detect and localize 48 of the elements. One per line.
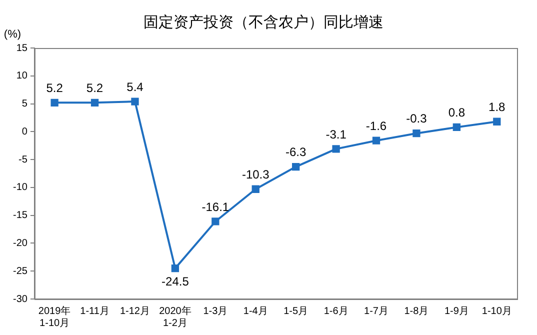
point <box>212 218 220 226</box>
point <box>332 145 340 153</box>
data-label: -3.1 <box>326 127 347 142</box>
x-tick-label: 1-10月 <box>482 306 512 317</box>
y-tick-label: -30 <box>13 294 28 305</box>
point <box>171 264 180 272</box>
data-label: -24.5 <box>162 274 190 289</box>
data-label: 0.8 <box>448 106 466 120</box>
data-label: 5.2 <box>86 80 104 95</box>
x-tick-label: 1-3月 <box>203 306 228 317</box>
data-label: 5.2 <box>46 80 64 95</box>
data-label: 1.8 <box>488 100 506 114</box>
x-tick-label: 1-5月 <box>284 306 308 317</box>
x-tick-label: 1-8月 <box>404 306 429 317</box>
y-tick-label: -25 <box>13 266 28 277</box>
x-tick-label: 2019年 1-10月 <box>38 304 71 329</box>
point <box>131 98 139 106</box>
chart-title: 固定资产投资（不含农户）同比增速 <box>144 14 384 32</box>
y-tick-label: 0 <box>22 126 28 138</box>
point <box>493 118 501 126</box>
x-tick-label: 2020年 1-2月 <box>159 304 192 329</box>
point <box>372 136 380 144</box>
data-label: 5.4 <box>126 80 144 94</box>
data-label: -0.3 <box>406 112 428 126</box>
x-tick-label: 1-12月 <box>120 306 150 317</box>
point <box>292 162 300 171</box>
x-tick-label: 1-11月 <box>80 306 110 317</box>
data-label: -16.1 <box>202 200 230 214</box>
point <box>50 98 58 106</box>
data-label: -10.3 <box>242 167 270 182</box>
x-tick-label: 1-4月 <box>243 306 268 317</box>
y-tick-label: 5 <box>22 98 28 110</box>
x-tick-label: 1-9月 <box>444 306 469 317</box>
data-label: -6.3 <box>285 145 306 160</box>
y-axis-title: (%) <box>4 28 22 41</box>
y-tick-label: -10 <box>13 182 28 194</box>
y-tick-label: -5 <box>18 154 28 166</box>
y-tick-label: -20 <box>13 238 28 249</box>
point <box>452 123 461 132</box>
data-label: -1.6 <box>366 118 387 133</box>
point <box>252 185 260 193</box>
x-tick-label: 1-6月 <box>324 306 348 317</box>
y-tick-label: 15 <box>16 42 28 54</box>
point <box>90 98 99 106</box>
x-tick-label: 1-7月 <box>364 306 388 317</box>
y-tick-label: 10 <box>16 70 28 82</box>
point <box>412 130 420 138</box>
y-tick-label: -15 <box>13 210 28 222</box>
